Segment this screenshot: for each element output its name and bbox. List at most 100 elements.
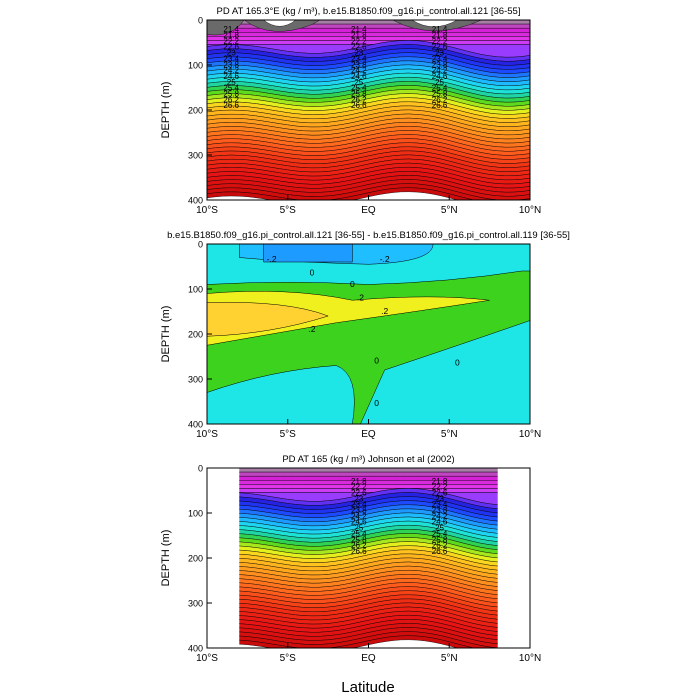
contour-label: 25.8 xyxy=(351,535,367,544)
contour-label: 21.8 xyxy=(432,477,448,486)
contour-label: 25 xyxy=(435,78,444,87)
x-tick-label: 10°S xyxy=(196,429,218,440)
contour-label: 24.6 xyxy=(432,72,448,81)
y-tick-label: 300 xyxy=(188,375,203,385)
y-tick-label: 100 xyxy=(188,509,203,519)
contour-label: 26.6 xyxy=(223,101,239,110)
y-tick-label: 400 xyxy=(188,196,203,206)
y-tick-label: 200 xyxy=(188,554,203,564)
contour-label: 25 xyxy=(354,78,363,87)
chart-title: b.e15.B1850.f09_g16.pi_control.all.121 [… xyxy=(167,230,570,241)
contour-label: 22.2 xyxy=(351,37,367,46)
contour-label: 23.4 xyxy=(351,54,367,63)
contour-label: 24.2 xyxy=(351,66,367,75)
contour-label: 23.8 xyxy=(432,506,448,515)
density-band xyxy=(239,476,498,481)
contour-label: 0 xyxy=(455,358,460,368)
contour-label: 25.4 xyxy=(351,529,367,538)
x-tick-label: 5°N xyxy=(441,205,458,216)
contour-label: 26.2 xyxy=(432,541,448,550)
contour-label: 24.2 xyxy=(432,512,448,521)
contour-label: 23 xyxy=(435,494,444,503)
contour-label: 25.4 xyxy=(432,84,448,93)
contour-label: 0 xyxy=(310,268,315,278)
y-tick-label: 200 xyxy=(188,330,203,340)
density-band xyxy=(207,36,530,41)
contour-label: 25.4 xyxy=(223,84,239,93)
x-tick-label: 5°N xyxy=(441,429,458,440)
y-tick-label: 0 xyxy=(198,240,203,250)
contour-label: 22.2 xyxy=(432,483,448,492)
x-tick-label: EQ xyxy=(361,205,376,216)
x-tick-label: EQ xyxy=(361,653,376,664)
contour-label: 0 xyxy=(374,398,379,408)
density-band xyxy=(239,468,498,473)
contour-label: 22.6 xyxy=(432,488,448,497)
contour-label: 24.6 xyxy=(351,72,367,81)
x-tick-label: 10°N xyxy=(519,205,541,216)
contour-label: 26.2 xyxy=(351,541,367,550)
contour-label: 26.6 xyxy=(432,547,448,556)
contour-label: 22.6 xyxy=(223,43,239,52)
contour-label: 23 xyxy=(354,49,363,58)
contour-label: 25.8 xyxy=(432,535,448,544)
difference-region xyxy=(263,244,353,263)
contour-label: .2 xyxy=(357,292,364,302)
contour-label: -.2 xyxy=(380,254,390,264)
contour-label: 25.8 xyxy=(351,90,367,99)
contour-label: 25.4 xyxy=(351,84,367,93)
density-band xyxy=(239,484,498,489)
y-tick-label: 400 xyxy=(188,420,203,430)
y-axis-label: DEPTH (m) xyxy=(160,306,172,363)
contour-label: 21.4 xyxy=(351,25,367,34)
chart-title: PD AT 165.3°E (kg / m³), b.e15.B1850.f09… xyxy=(217,6,521,17)
contour-label: 21.8 xyxy=(351,477,367,486)
y-tick-label: 400 xyxy=(188,644,203,654)
difference-region xyxy=(207,302,329,337)
contour-label: 25 xyxy=(435,524,444,533)
contour-label: 23 xyxy=(354,494,363,503)
contour-label: 25 xyxy=(354,524,363,533)
chart-panel-1: 21.4 21.4 21.421.8 21.8 21.822.2 22.2 22.222.6… xyxy=(160,6,541,216)
contour-label: 0 xyxy=(350,279,355,289)
density-band xyxy=(207,28,530,33)
contour-label: 23.8 xyxy=(432,60,448,69)
x-tick-label: 10°N xyxy=(519,653,541,664)
contour-label: 24.6 xyxy=(432,518,448,527)
contour-label: 22.6 xyxy=(351,43,367,52)
density-band xyxy=(207,32,530,37)
contour-label: 23.4 xyxy=(351,500,367,509)
contour-field xyxy=(207,244,530,424)
contour-label: 24.6 xyxy=(223,72,239,81)
contour-label: 23 xyxy=(435,49,444,58)
x-tick-label: 5°S xyxy=(280,653,297,664)
density-band xyxy=(239,480,498,485)
contour-label: 24.6 xyxy=(351,518,367,527)
contour-label: 23.4 xyxy=(432,54,448,63)
contour-label: 25 xyxy=(227,78,236,87)
x-axis-label: Latitude xyxy=(341,679,394,696)
contour-label: 26.2 xyxy=(432,95,448,104)
chart-title: PD AT 165 (kg / m³) Johnson et al (2002) xyxy=(282,454,454,465)
contour-label: 21.8 xyxy=(351,31,367,40)
contour-label: 22.6 xyxy=(351,488,367,497)
x-tick-label: 10°S xyxy=(196,205,218,216)
contour-label: 23.8 xyxy=(351,506,367,515)
contour-label: .2 xyxy=(381,306,388,316)
x-tick-label: 5°S xyxy=(280,205,297,216)
y-tick-label: 100 xyxy=(188,61,203,71)
x-tick-label: 10°N xyxy=(519,429,541,440)
x-tick-label: 5°S xyxy=(280,429,297,440)
contour-label: 26.6 xyxy=(432,101,448,110)
contour-field xyxy=(239,468,498,648)
contour-label: 24.2 xyxy=(432,66,448,75)
contour-label: 22.2 xyxy=(223,37,239,46)
contour-label: 21.4 xyxy=(223,25,239,34)
contour-label: 24.2 xyxy=(223,66,239,75)
contour-label: 25.4 xyxy=(432,529,448,538)
contour-label: 0 xyxy=(374,355,379,365)
contour-field xyxy=(207,20,530,200)
contour-label: 23.4 xyxy=(432,500,448,509)
